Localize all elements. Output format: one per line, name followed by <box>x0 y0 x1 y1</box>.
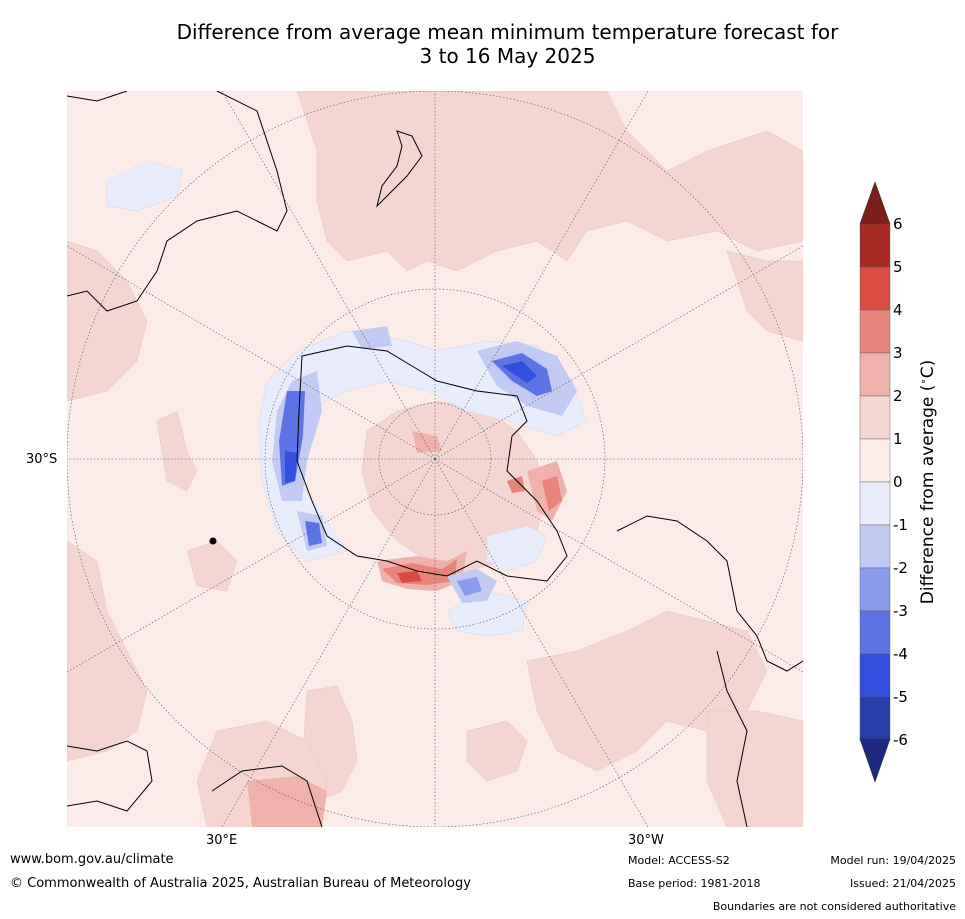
colorbar-bin <box>859 610 891 655</box>
colorbar-bin <box>859 438 891 483</box>
footer-model-run: Model run: 19/04/2025 <box>830 854 956 867</box>
colorbar-tick-label: -3 <box>893 602 908 620</box>
map-title: Difference from average mean minimum tem… <box>60 20 955 68</box>
colorbar-tick-label: 6 <box>893 215 903 233</box>
colorbar-tick-label: -2 <box>893 559 908 577</box>
colorbar-bin <box>859 653 891 698</box>
anomaly-plus1-regions <box>67 91 803 827</box>
colorbar-tick-label: -1 <box>893 516 908 534</box>
colorbar-bin <box>859 223 891 268</box>
colorbar-bin <box>859 309 891 354</box>
colorbar-tick-label: -5 <box>893 688 908 706</box>
colorbar-bin <box>859 352 891 397</box>
colorbar-label-suffix: C) <box>918 359 938 379</box>
colorbar-tick-label: 5 <box>893 258 903 276</box>
colorbar-bin <box>859 266 891 311</box>
title-line-1: Difference from average mean minimum tem… <box>176 20 839 44</box>
colorbar-bin <box>859 696 891 741</box>
colorbar-bins <box>859 223 891 741</box>
coastlines <box>67 91 803 827</box>
footer-model: Model: ACCESS-S2 <box>628 854 730 867</box>
colorbar-tick-label: 0 <box>893 473 903 491</box>
colorbar-bin <box>859 481 891 526</box>
footer-base-period: Base period: 1981-2018 <box>628 877 761 890</box>
colorbar-under-arrow <box>859 738 891 782</box>
colorbar-over-arrow <box>859 182 891 225</box>
colorbar-bin <box>859 567 891 612</box>
colorbar-tick-label: -4 <box>893 645 908 663</box>
colorbar-bin <box>859 395 891 440</box>
forecast-map <box>67 91 803 827</box>
lat-label-30s: 30°S <box>26 452 58 467</box>
colorbar-bin <box>859 524 891 569</box>
footer-copyright: © Commonwealth of Australia 2025, Austra… <box>10 876 471 891</box>
footer-issued: Issued: 21/04/2025 <box>849 877 956 890</box>
colorbar <box>859 182 891 782</box>
footer-website: www.bom.gov.au/climate <box>10 852 174 867</box>
graticule <box>67 91 803 827</box>
colorbar-tick-label: 3 <box>893 344 903 362</box>
lon-label-30e: 30°E <box>206 833 238 848</box>
colorbar-tick-label: 2 <box>893 387 903 405</box>
footer-disclaimer: Boundaries are not considered authoritat… <box>712 900 956 913</box>
colorbar-label-prefix: Difference from average ( <box>918 384 938 605</box>
lon-label-30w: 30°W <box>628 833 664 848</box>
title-line-2: 3 to 16 May 2025 <box>419 44 596 68</box>
colorbar-tick-label: 1 <box>893 430 903 448</box>
colorbar-tick-label: 4 <box>893 301 903 319</box>
colorbar-tick-label: -6 <box>893 731 908 749</box>
